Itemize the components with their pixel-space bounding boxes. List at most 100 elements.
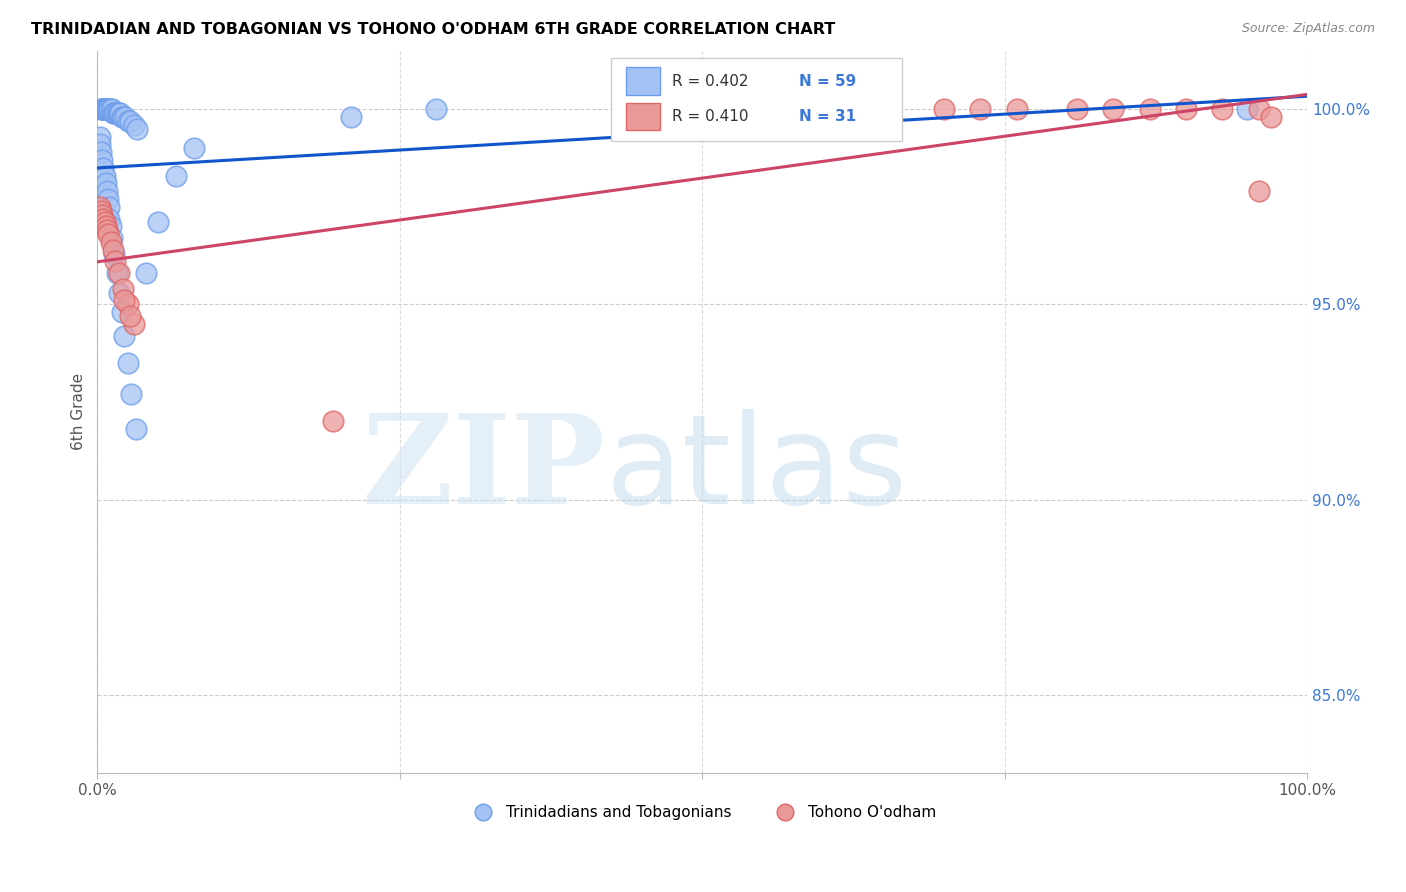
- Point: [117, 114, 139, 128]
- Point: [100, 235, 122, 249]
- Point: [105, 266, 128, 280]
- Point: [91, 208, 114, 222]
- Point: [322, 414, 344, 428]
- Point: [117, 297, 139, 311]
- Point: [100, 219, 122, 234]
- Point: [89, 129, 111, 144]
- Point: [122, 118, 145, 132]
- Point: [108, 285, 131, 300]
- Point: [135, 266, 157, 280]
- Point: [1211, 102, 1233, 116]
- Point: [114, 110, 136, 124]
- Legend: Trinidadians and Tobagonians, Tohono O'odham: Trinidadians and Tobagonians, Tohono O'o…: [463, 799, 942, 827]
- Text: Source: ZipAtlas.com: Source: ZipAtlas.com: [1241, 22, 1375, 36]
- Point: [111, 110, 134, 124]
- Point: [89, 200, 111, 214]
- Point: [96, 102, 118, 116]
- Point: [100, 102, 122, 116]
- Point: [1005, 102, 1028, 116]
- FancyBboxPatch shape: [626, 103, 659, 130]
- Point: [340, 110, 363, 124]
- Point: [1247, 102, 1270, 116]
- Text: R = 0.410: R = 0.410: [672, 109, 748, 124]
- Point: [118, 309, 141, 323]
- Point: [96, 102, 118, 116]
- Point: [1175, 102, 1198, 116]
- Point: [969, 102, 991, 116]
- Point: [96, 184, 118, 198]
- Point: [98, 102, 121, 116]
- Point: [103, 246, 125, 260]
- Point: [93, 169, 115, 183]
- Point: [1247, 184, 1270, 198]
- Text: N = 59: N = 59: [799, 73, 856, 88]
- Point: [110, 110, 132, 124]
- Y-axis label: 6th Grade: 6th Grade: [72, 373, 86, 450]
- Point: [104, 106, 127, 120]
- Point: [91, 102, 114, 116]
- Point: [90, 145, 112, 160]
- Point: [101, 243, 124, 257]
- Point: [111, 282, 134, 296]
- Text: TRINIDADIAN AND TOBAGONIAN VS TOHONO O'ODHAM 6TH GRADE CORRELATION CHART: TRINIDADIAN AND TOBAGONIAN VS TOHONO O'O…: [31, 22, 835, 37]
- Point: [101, 102, 124, 116]
- Point: [125, 422, 148, 436]
- Point: [96, 223, 118, 237]
- Point: [112, 328, 135, 343]
- Point: [93, 102, 115, 116]
- Point: [94, 219, 117, 234]
- Point: [425, 102, 447, 116]
- Point: [97, 192, 120, 206]
- Point: [127, 121, 149, 136]
- Point: [90, 203, 112, 218]
- Point: [93, 102, 115, 116]
- Point: [90, 102, 112, 116]
- Point: [107, 106, 129, 120]
- Point: [97, 102, 120, 116]
- Point: [120, 387, 142, 401]
- Point: [117, 356, 139, 370]
- Point: [94, 177, 117, 191]
- Text: ZIP: ZIP: [361, 409, 606, 530]
- Point: [118, 114, 141, 128]
- Point: [98, 200, 121, 214]
- Point: [934, 102, 956, 116]
- Point: [112, 293, 135, 308]
- Point: [97, 102, 120, 116]
- Point: [183, 141, 205, 155]
- Point: [93, 102, 115, 116]
- FancyBboxPatch shape: [626, 67, 659, 95]
- Point: [101, 231, 124, 245]
- Point: [1260, 110, 1282, 124]
- Point: [727, 102, 749, 116]
- Point: [94, 102, 117, 116]
- Text: R = 0.402: R = 0.402: [672, 73, 748, 88]
- Point: [93, 161, 115, 175]
- Point: [104, 254, 127, 268]
- Point: [110, 305, 132, 319]
- Point: [98, 211, 121, 226]
- Point: [1139, 102, 1161, 116]
- Point: [1236, 102, 1258, 116]
- Point: [165, 169, 187, 183]
- Point: [105, 106, 128, 120]
- Point: [93, 102, 115, 116]
- Point: [1066, 102, 1088, 116]
- Point: [1102, 102, 1125, 116]
- Point: [110, 106, 132, 120]
- Text: N = 31: N = 31: [799, 109, 856, 124]
- Point: [93, 211, 115, 226]
- Point: [108, 106, 131, 120]
- Point: [122, 317, 145, 331]
- Point: [98, 102, 121, 116]
- Point: [101, 106, 124, 120]
- Point: [93, 215, 115, 229]
- Point: [97, 227, 120, 241]
- Point: [89, 137, 111, 152]
- Point: [146, 215, 169, 229]
- Point: [103, 106, 125, 120]
- Point: [872, 102, 894, 116]
- FancyBboxPatch shape: [612, 58, 901, 141]
- Point: [91, 153, 114, 167]
- Point: [108, 266, 131, 280]
